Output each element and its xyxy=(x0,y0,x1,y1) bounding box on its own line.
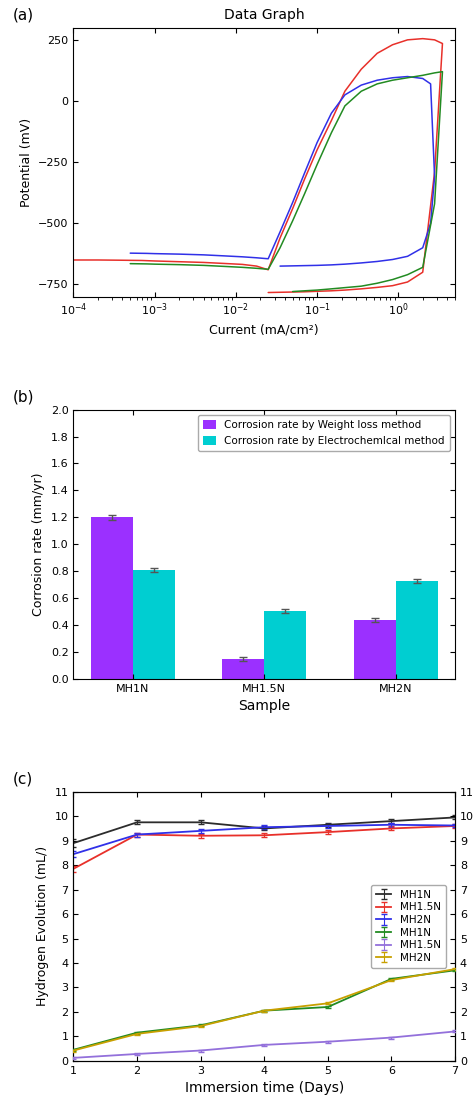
Bar xyxy=(222,659,264,678)
X-axis label: Immersion time (Days): Immersion time (Days) xyxy=(185,1081,344,1095)
Bar xyxy=(264,611,306,678)
Y-axis label: Corrosion rate (mm/yr): Corrosion rate (mm/yr) xyxy=(32,473,46,615)
Title: Data Graph: Data Graph xyxy=(224,9,305,22)
X-axis label: Sample: Sample xyxy=(238,699,290,713)
Y-axis label: Hydrogen Evolution (mL/): Hydrogen Evolution (mL/) xyxy=(36,846,49,1007)
Bar xyxy=(91,517,133,678)
X-axis label: Current (mA/cm²): Current (mA/cm²) xyxy=(210,324,319,337)
Bar xyxy=(354,620,396,678)
Y-axis label: Potential (mV): Potential (mV) xyxy=(19,117,33,207)
Bar xyxy=(396,580,438,678)
Bar xyxy=(133,570,175,678)
Text: (c): (c) xyxy=(12,771,33,787)
Text: (a): (a) xyxy=(12,8,34,22)
Legend: MH1N, MH1.5N, MH2N, MH1N, MH1.5N, MH2N: MH1N, MH1.5N, MH2N, MH1N, MH1.5N, MH2N xyxy=(371,885,446,968)
Legend: Corrosion rate by Weight loss method, Corrosion rate by ElectrochemIcal method: Corrosion rate by Weight loss method, Co… xyxy=(198,414,450,451)
Text: (b): (b) xyxy=(12,389,34,404)
